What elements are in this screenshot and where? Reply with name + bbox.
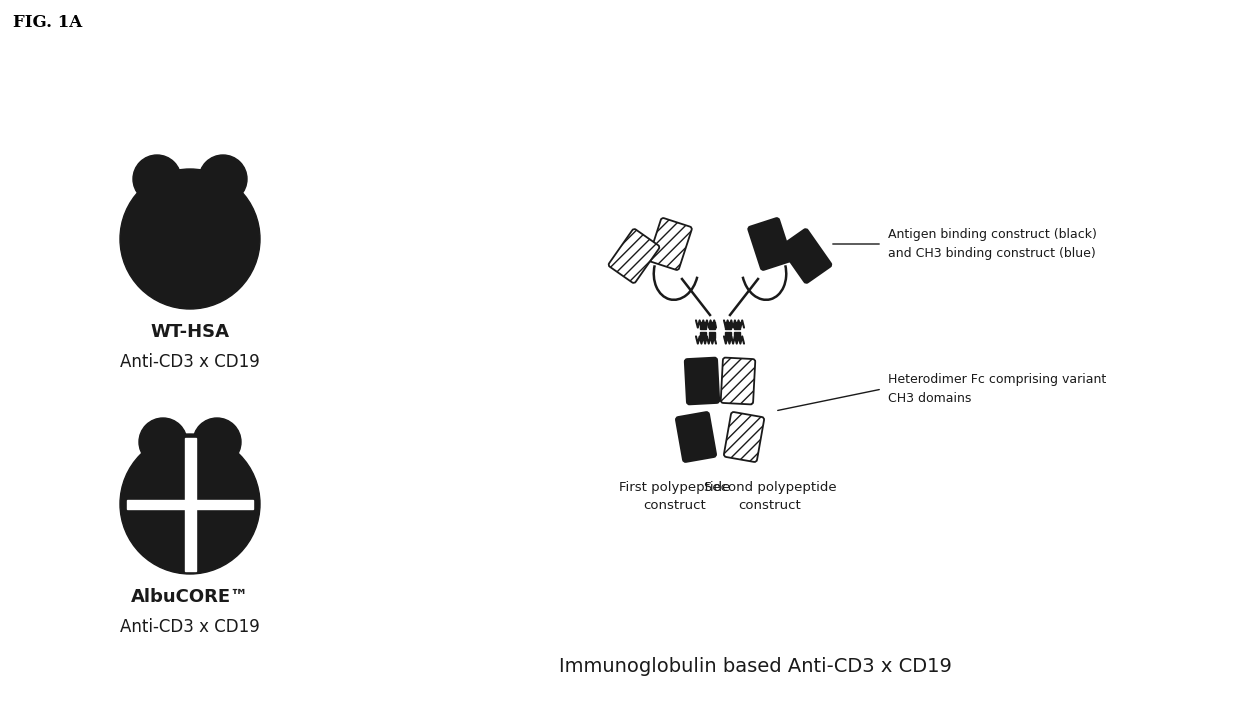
Bar	[709, 322, 715, 328]
Bar	[734, 322, 740, 328]
Bar	[724, 322, 732, 328]
FancyBboxPatch shape	[649, 218, 692, 270]
FancyBboxPatch shape	[609, 229, 660, 283]
Circle shape	[120, 434, 260, 574]
FancyBboxPatch shape	[720, 358, 755, 404]
FancyBboxPatch shape	[781, 229, 831, 283]
Bar	[185, 438, 196, 570]
Circle shape	[198, 155, 247, 203]
Bar	[699, 322, 707, 328]
FancyBboxPatch shape	[676, 412, 715, 462]
Bar	[699, 332, 707, 338]
Text: WT-HSA: WT-HSA	[150, 323, 229, 341]
Circle shape	[133, 155, 181, 203]
Bar	[126, 500, 253, 508]
FancyBboxPatch shape	[724, 412, 764, 462]
Text: Second polypeptide
construct: Second polypeptide construct	[703, 481, 836, 512]
Bar	[734, 332, 740, 338]
Text: Anti-CD3 x CD19: Anti-CD3 x CD19	[120, 353, 260, 371]
Circle shape	[193, 418, 241, 466]
Text: Antigen binding construct (black)
and CH3 binding construct (blue): Antigen binding construct (black) and CH…	[888, 228, 1097, 260]
Bar	[709, 332, 715, 338]
Circle shape	[120, 169, 260, 309]
Circle shape	[139, 418, 187, 466]
Text: Immunoglobulin based Anti-CD3 x CD19: Immunoglobulin based Anti-CD3 x CD19	[558, 657, 951, 676]
FancyBboxPatch shape	[684, 358, 719, 404]
FancyBboxPatch shape	[748, 218, 792, 270]
Text: FIG. 1A: FIG. 1A	[12, 14, 82, 31]
Text: First polypeptide
construct: First polypeptide construct	[619, 481, 730, 512]
Bar	[724, 332, 732, 338]
Text: Anti-CD3 x CD19: Anti-CD3 x CD19	[120, 618, 260, 636]
Text: Heterodimer Fc comprising variant
CH3 domains: Heterodimer Fc comprising variant CH3 do…	[888, 373, 1106, 405]
Text: AlbuCORE™: AlbuCORE™	[131, 588, 249, 606]
